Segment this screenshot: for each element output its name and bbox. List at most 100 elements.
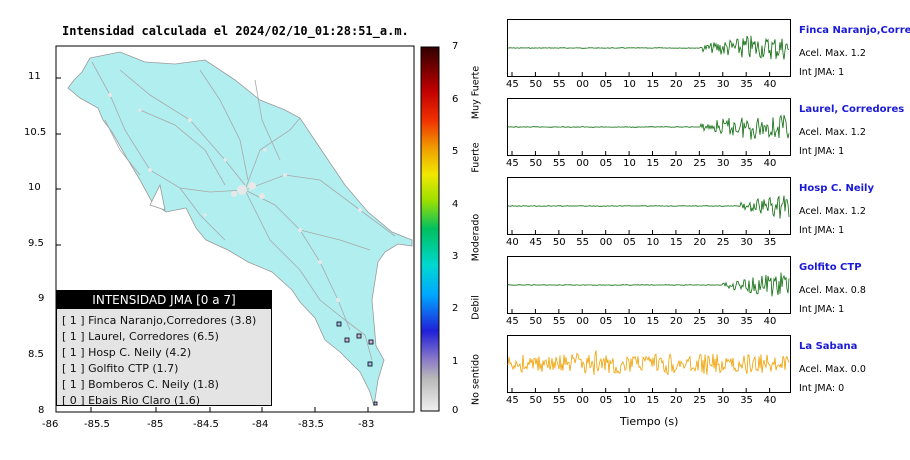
time-tick: 10 [623,316,636,327]
station-max-accel: Acel. Max. 0.0 [799,364,866,375]
legend-row: [ 0 ] Ebais Rio Claro (1.6) [62,394,201,407]
time-tick: 40 [763,316,777,327]
colorbar-tick: 3 [452,251,459,262]
time-tick: 35 [740,316,753,327]
legend-row: [ 1 ] Hosp C. Neily (4.2) [62,346,192,359]
time-tick: 50 [529,395,543,406]
seismogram-trace [507,19,791,77]
lon-tick: -83.5 [298,419,324,430]
time-tick: 35 [763,237,777,248]
station-jma-intensity: Int JMA: 1 [799,304,845,315]
time-tick: 25 [716,237,730,248]
colorbar-tick: 5 [452,146,459,157]
intensity-legend: INTENSIDAD JMA [0 a 7] [ 1 ] Finca Naran… [56,290,272,407]
legend-row: [ 1 ] Laurel, Corredores (6.5) [62,330,219,343]
lat-tick: 9 [38,293,45,304]
time-tick: 30 [716,79,730,90]
station-name: Finca Naranjo,Corredores [799,25,910,36]
lon-tick: -86 [42,419,59,430]
lon-tick: -85 [147,419,164,430]
legend-row: [ 1 ] Bomberos C. Neily (1.8) [62,378,219,391]
station-jma-intensity: Int JMA: 0 [799,383,845,394]
lat-tick: 10 [28,182,41,193]
time-tick: 45 [529,237,543,248]
lat-tick: 10.5 [24,127,47,138]
seismogram-trace [507,98,791,156]
time-tick: 40 [763,395,777,406]
map-title: Intensidad calculada el 2024/02/10_01:28… [62,24,409,38]
time-tick: 15 [646,316,660,327]
time-tick: 30 [716,316,730,327]
station-name: Golfito CTP [799,262,862,273]
time-tick: 35 [740,158,753,169]
seismogram-trace [507,177,791,235]
time-tick: 45 [506,395,519,406]
colorbar-tick: 4 [452,199,459,210]
time-tick: 00 [576,395,589,406]
intensity-colorbar [420,46,440,412]
time-tick: 55 [552,79,566,90]
time-tick: 55 [552,158,566,169]
time-tick: 05 [599,395,613,406]
lon-tick: -85.5 [84,419,110,430]
time-tick: 20 [669,79,683,90]
legend-row: [ 1 ] Golfito CTP (1.7) [62,362,179,375]
station-jma-intensity: Int JMA: 1 [799,225,845,236]
time-axis-label: Tiempo (s) [620,415,679,428]
station-max-accel: Acel. Max. 1.2 [799,48,866,59]
lon-tick: -84 [252,419,269,430]
time-tick: 25 [693,79,707,90]
time-tick: 50 [529,79,543,90]
station-max-accel: Acel. Max. 1.2 [799,127,866,138]
station-name: Laurel, Corredores [799,104,905,115]
time-tick: 00 [599,237,613,248]
time-tick: 15 [646,395,660,406]
time-tick: 05 [599,158,613,169]
time-tick: 20 [669,316,683,327]
time-tick: 30 [716,158,730,169]
time-tick: 50 [529,158,543,169]
lon-tick: -83 [358,419,375,430]
time-tick: 20 [693,237,707,248]
time-tick: 10 [646,237,660,248]
time-tick: 10 [623,79,636,90]
time-tick: 05 [599,316,613,327]
station-name: La Sabana [799,341,858,352]
costa-rica-landmass [67,51,413,407]
seismogram-trace [507,256,791,314]
time-tick: 45 [506,158,519,169]
time-tick: 20 [669,395,683,406]
time-tick: 00 [576,158,589,169]
colorbar-tick: 1 [452,356,459,367]
time-tick: 30 [716,395,730,406]
time-tick: 15 [646,158,660,169]
time-tick: 30 [740,237,753,248]
time-tick: 15 [669,237,683,248]
time-tick: 55 [552,316,566,327]
time-tick: 10 [623,158,636,169]
colorbar-tick: 2 [452,303,459,314]
lat-tick: 11 [28,71,41,82]
time-tick: 45 [506,316,519,327]
legend-row: [ 1 ] Finca Naranjo,Corredores (3.8) [62,314,257,327]
lon-tick: -84.5 [193,419,219,430]
time-tick: 45 [506,79,519,90]
colorbar-tick: 7 [452,41,459,52]
time-tick: 15 [646,79,660,90]
time-tick: 20 [669,158,683,169]
time-tick: 50 [529,316,543,327]
station-max-accel: Acel. Max. 1.2 [799,206,866,217]
station-jma-intensity: Int JMA: 1 [799,146,845,157]
time-tick: 40 [763,158,777,169]
time-tick: 25 [693,395,707,406]
station-max-accel: Acel. Max. 0.8 [799,285,866,296]
time-tick: 10 [623,395,636,406]
time-tick: 25 [693,158,707,169]
time-tick: 55 [552,395,566,406]
station-name: Hosp C. Neily [799,183,874,194]
time-tick: 55 [576,237,589,248]
time-tick: 40 [763,79,777,90]
time-tick: 35 [740,395,753,406]
time-tick: 05 [599,79,613,90]
